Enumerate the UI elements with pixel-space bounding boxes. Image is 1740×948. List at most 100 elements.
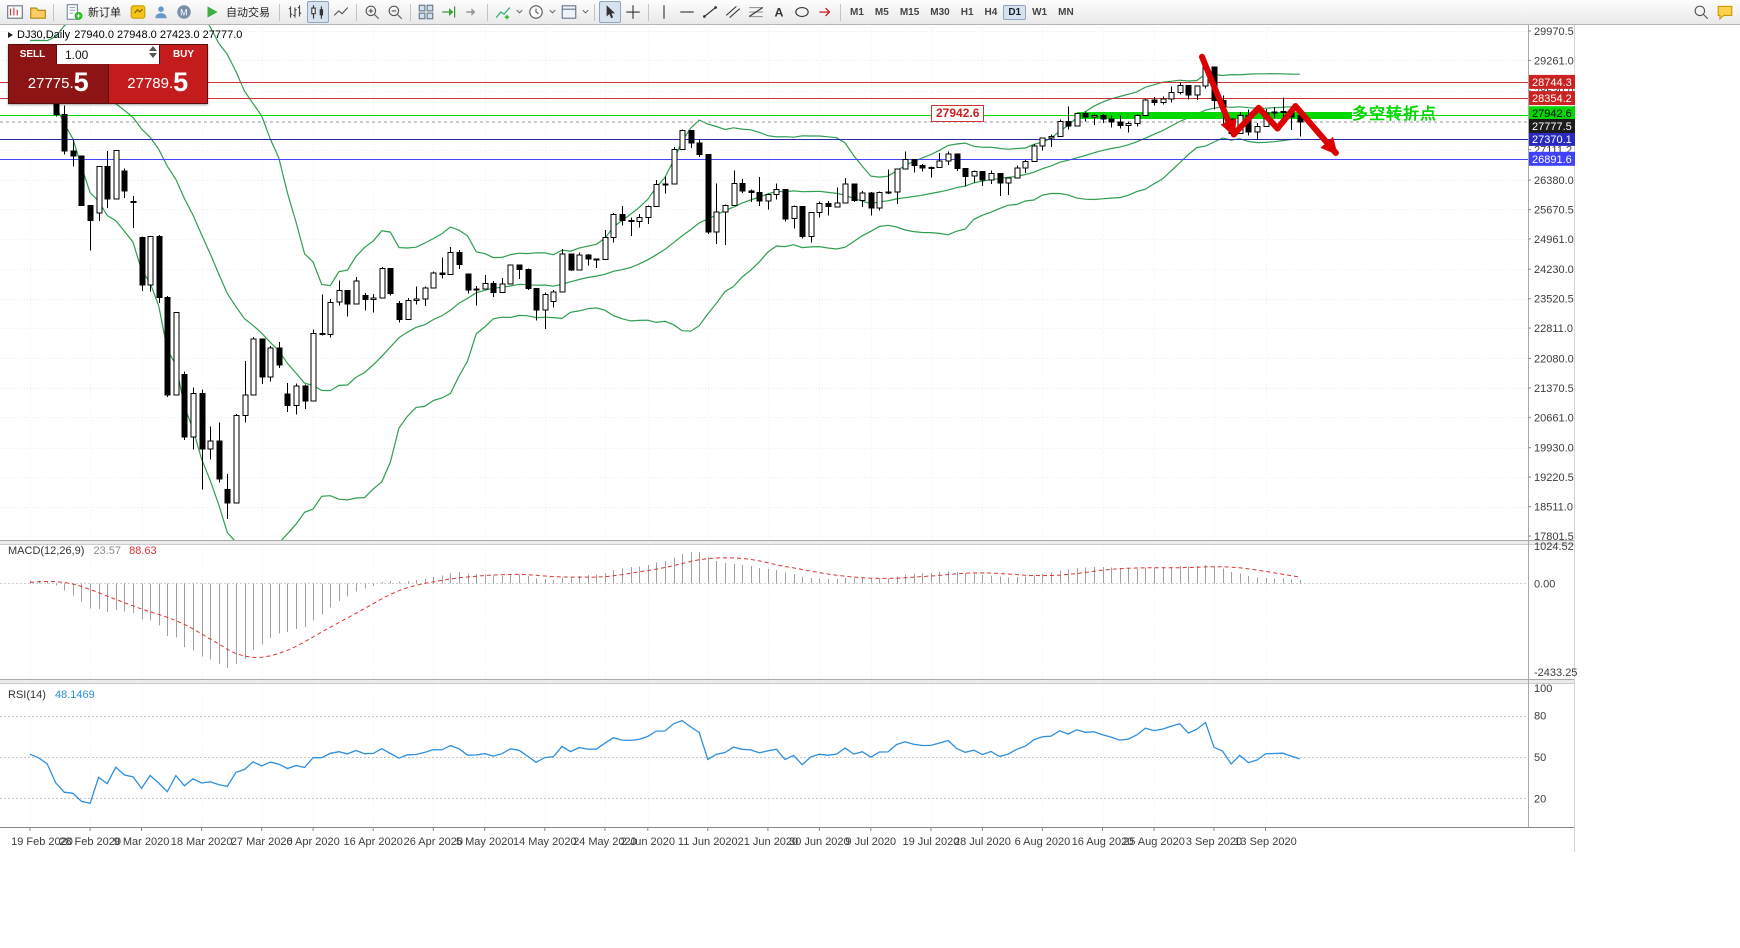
shapes-tool-icon[interactable] [791,1,813,23]
dropdown-caret-icon[interactable] [548,3,557,21]
volume-input[interactable]: 1.00 [57,45,159,64]
price-axis-tag: 27370.1 [1529,131,1575,146]
tf-button-m5[interactable]: M5 [870,5,894,20]
macd-value-main: 23.57 [93,545,122,557]
tile-windows-icon[interactable] [415,1,437,23]
channel-tool-icon[interactable] [722,1,744,23]
symbol-ohlc: 27940.0 27948.0 27423.0 27777.0 [74,29,243,41]
dropdown-caret-icon[interactable] [515,3,524,21]
sell-price[interactable]: 27775. 5 [9,64,109,103]
sell-price-pip: 5 [73,67,89,97]
horizontal-line-tool-icon[interactable] [676,1,698,23]
arrow-down-2[interactable] [1292,103,1339,156]
vertical-line-tool-icon[interactable] [653,1,675,23]
new-chart-icon[interactable] [4,1,26,23]
indicators-icon[interactable] [492,1,514,23]
panel-splitters[interactable] [0,540,1575,684]
price-axis-tag: 27777.5 [1529,119,1575,133]
time-axis-label: 25 Aug 2020 [1123,836,1185,848]
toolbar-separator [840,3,841,21]
svg-text:100: 100 [1534,683,1552,695]
zoom-in-icon[interactable] [361,1,383,23]
time-axis-label: 28 Feb 2020 [59,836,121,848]
turning-point-label[interactable]: 多空转折点 [1352,106,1438,123]
autotrade-button[interactable]: 自动交易 [196,2,275,22]
periods-clock-icon[interactable] [525,1,547,23]
tf-button-h4[interactable]: H4 [980,5,1003,20]
time-axis-label: 9 Jul 2020 [845,836,896,848]
stepper-up-icon[interactable] [149,46,157,51]
market-icon[interactable] [127,1,149,23]
support-price-label[interactable]: 27942.6 [931,105,985,122]
buy-price[interactable]: 27789. 5 [108,64,207,103]
sell-price-main: 27775. [27,75,74,92]
bar-chart-icon[interactable] [284,1,306,23]
price-axis-label: 21370.5 [1534,383,1574,395]
time-axis-label: 19 Jul 2020 [902,836,959,848]
line-chart-icon[interactable] [330,1,352,23]
time-axis-label: 26 Apr 2020 [404,836,463,848]
tf-button-m30[interactable]: M30 [925,5,954,20]
volume-stepper[interactable] [149,46,157,58]
time-axis-label: 5 May 2020 [456,836,513,848]
main-toolbar: 新订单 M 自动交易 A [0,0,1740,25]
search-icon[interactable] [1690,1,1712,23]
arrows-tool-icon[interactable] [814,1,836,23]
candlestick-chart-icon[interactable] [307,1,329,23]
time-axis-label: 6 Apr 2020 [286,836,339,848]
cursor-icon[interactable] [599,1,621,23]
mql5-icon[interactable]: M [173,1,195,23]
autotrade-play-icon [207,6,218,18]
toolbar-separator [594,3,595,21]
svg-text:27777.5: 27777.5 [1532,121,1572,133]
drawn-arrows[interactable] [1199,53,1339,156]
indicator-axis-labels[interactable]: 1024.52 0.00 -2433.25 100 80 50 20 [1534,541,1577,805]
chat-icon[interactable] [1714,1,1736,23]
profiles-icon[interactable] [27,1,49,23]
svg-text:20: 20 [1534,793,1546,805]
svg-text:26891.6: 26891.6 [1532,154,1572,166]
toolbar-separator [279,3,280,21]
time-axis-label: 24 May 2020 [573,836,637,848]
horizontal-level-lines[interactable] [0,82,1528,160]
buy-button[interactable]: BUY [159,45,207,64]
arrow-down-1[interactable] [1199,53,1237,138]
buy-price-main: 27789. [127,75,174,92]
autotrade-label: 自动交易 [226,7,270,19]
text-tool-icon[interactable]: A [768,1,790,23]
stepper-down-icon[interactable] [149,53,157,58]
dropdown-caret-icon[interactable] [581,3,590,21]
autoscroll-icon[interactable] [438,1,460,23]
fibonacci-tool-icon[interactable] [745,1,767,23]
tf-button-m1[interactable]: M1 [845,5,869,20]
time-axis-label: 9 Mar 2020 [114,836,170,848]
tf-button-m15[interactable]: M15 [895,5,924,20]
buy-price-pip: 5 [173,67,189,97]
zoom-out-icon[interactable] [384,1,406,23]
new-order-label: 新订单 [88,7,121,19]
svg-text:A: A [775,6,784,20]
macd-indicator-label: MACD(12,26,9) 23.57 88.63 [8,545,157,557]
templates-icon[interactable] [558,1,580,23]
tf-button-w1[interactable]: W1 [1027,5,1052,20]
toolbar-separator [487,3,488,21]
community-icon[interactable] [150,1,172,23]
tf-button-d1[interactable]: D1 [1003,4,1027,20]
arrow-zigzag[interactable] [1230,103,1299,138]
new-order-button[interactable]: 新订单 [58,2,126,22]
time-axis-label: 19 Feb 2020 [11,836,73,848]
toolbar-separator [53,3,54,21]
trendline-tool-icon[interactable] [699,1,721,23]
sell-button[interactable]: SELL [9,45,57,64]
time-axis-label: 14 May 2020 [513,836,577,848]
shift-chart-icon[interactable] [461,1,483,23]
tf-button-mn[interactable]: MN [1053,5,1079,20]
svg-text:80: 80 [1534,711,1546,723]
price-axis-label: 17801.5 [1534,531,1574,543]
time-axis-label: 21 Jun 2020 [738,836,799,848]
tf-button-h1[interactable]: H1 [956,5,979,20]
crosshair-icon[interactable] [622,1,644,23]
